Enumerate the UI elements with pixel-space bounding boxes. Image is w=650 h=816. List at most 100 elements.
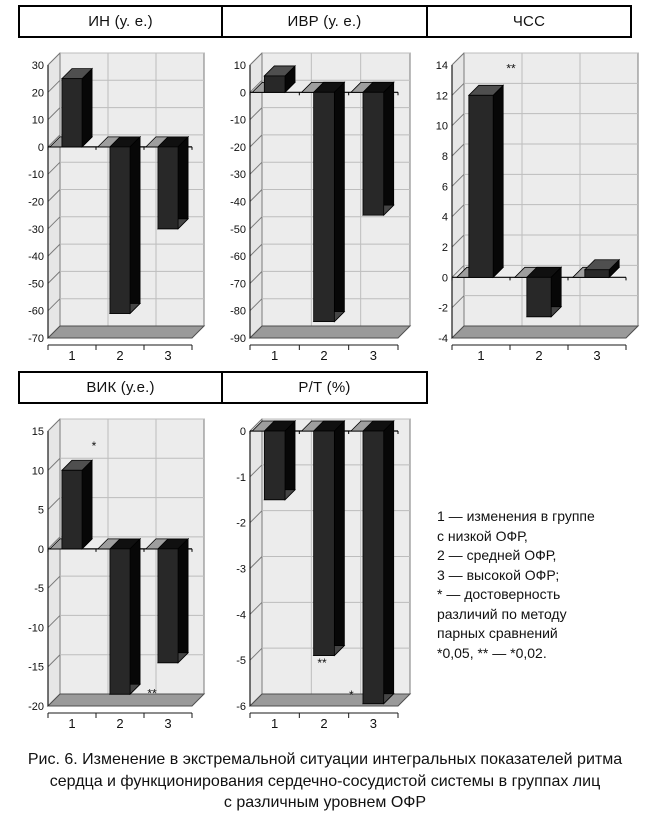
y-tick-label: -30 <box>230 169 246 181</box>
y-tick-label: 30 <box>32 60 44 72</box>
y-tick-label: 12 <box>436 90 448 102</box>
panel-title-vik: ВИК (у.е.) <box>18 371 223 404</box>
y-tick-label: 6 <box>442 181 448 193</box>
x-category-label: 3 <box>164 348 171 363</box>
bar-chart-canvas: -6-5-4-3-2-101 2 3*** <box>236 418 412 731</box>
y-tick-label: 0 <box>442 272 448 284</box>
legend-line: 2 — средней ОФР, <box>437 547 557 563</box>
y-tick-label: -80 <box>230 306 246 318</box>
y-tick-label: -10 <box>230 115 246 127</box>
y-tick-label: 0 <box>38 544 44 556</box>
significance-marker: * <box>92 439 97 453</box>
y-tick-label: -70 <box>28 333 44 345</box>
y-tick-label: -50 <box>230 224 246 236</box>
legend-line: * — достоверность <box>437 586 561 602</box>
chart-in: -70 -60 -50 -40 -30 -20 -10 0 10 20 30 1 2 3 <box>20 44 212 369</box>
x-category-label: 1 <box>68 348 75 363</box>
panel-title-in: ИН (у. е.) <box>18 5 223 38</box>
y-tick-label: -20 <box>28 197 44 209</box>
bar-cat-1 <box>251 64 296 94</box>
y-tick-label: 8 <box>442 151 448 163</box>
legend-line: различий по методу <box>437 605 567 622</box>
y-tick-label: 5 <box>38 505 44 517</box>
x-category-label: 1 <box>271 348 278 363</box>
bar-chart-canvas: -70 -60 -50 -40 -30 -20 -10 0 10 20 30 1 2 3 <box>28 52 206 363</box>
caption-line: Рис. 6. Изменение в экстремальной ситуац… <box>27 751 623 768</box>
y-tick-label: -70 <box>230 278 246 290</box>
x-category-label: 2 <box>320 348 327 363</box>
y-tick-label: -60 <box>230 251 246 263</box>
x-category-label: 1 <box>68 716 75 731</box>
y-tick-label: -50 <box>28 278 44 290</box>
legend-line: парных сравнений <box>437 625 558 641</box>
bar-cat-1 <box>251 420 296 501</box>
y-tick-label: -60 <box>28 306 44 318</box>
x-category-label: 2 <box>320 716 327 731</box>
y-tick-label: -20 <box>230 142 246 154</box>
y-tick-label: 0 <box>240 426 246 438</box>
panel-title-row-top: ИН (у. е.) ИВР (у. е.) ЧСС <box>18 5 632 38</box>
x-category-label: 3 <box>370 348 377 363</box>
y-tick-label: 10 <box>32 115 44 127</box>
chart-rt: -6 -5 -4 -3 -2 -1 0 1 2 3 ** * <box>222 410 418 737</box>
y-tick-label: -40 <box>28 251 44 263</box>
bar-chart-canvas: -90 -80 -70 -60 -50 -40 -30 -20 -10 0 10 1 2 3 <box>230 52 412 363</box>
significance-marker: ** <box>317 656 327 670</box>
legend-line: 3 — высокой ОФР; <box>437 566 560 583</box>
chart-ivr: -90 -80 -70 -60 -50 -40 -30 -20 -10 0 10 1 2 3 <box>222 44 418 369</box>
bar-cat-3 <box>350 81 395 217</box>
bar-cat-2 <box>513 266 563 318</box>
bar-cat-2 <box>300 81 346 323</box>
y-tick-label: 10 <box>32 465 44 477</box>
panel-title-ivr: ИВР (у. е.) <box>223 5 428 38</box>
x-category-label: 3 <box>164 716 171 731</box>
chart-chss: -4 -2 0 2 4 6 8 10 12 14 1 2 3 ** <box>424 44 646 369</box>
y-tick-label: 4 <box>442 212 448 224</box>
panel-title-chss: ЧСС <box>428 5 632 38</box>
y-tick-label: -4 <box>438 333 448 345</box>
x-category-label: 2 <box>116 716 123 731</box>
y-tick-label: -1 <box>236 472 246 484</box>
y-tick-label: -2 <box>438 303 448 315</box>
significance-marker: ** <box>147 686 157 700</box>
x-category-label: 1 <box>477 348 484 363</box>
chart-vik: -20 -15 -10 -5 0 5 10 15 1 2 3 * ** <box>20 410 212 737</box>
caption-line: с различным уровнем ОФР <box>223 794 427 811</box>
panel-title-rt: Р/Т (%) <box>223 371 428 404</box>
x-category-label: 3 <box>370 716 377 731</box>
y-tick-label: -40 <box>230 197 246 209</box>
x-category-label: 1 <box>271 716 278 731</box>
y-tick-label: 20 <box>32 87 44 99</box>
bar-cat-3 <box>144 537 190 664</box>
legend-text-block: 1 — изменения в группе с низкой ОФР, 2 — с… <box>437 507 642 663</box>
y-tick-label: -10 <box>28 622 44 634</box>
y-tick-label: 15 <box>32 426 44 438</box>
legend-line: 1 — изменения в группе <box>437 508 595 524</box>
x-category-label: 2 <box>116 348 123 363</box>
bar-cat-3 <box>350 420 395 705</box>
bar-cat-1 <box>48 459 94 550</box>
y-tick-label: -6 <box>236 701 246 713</box>
x-category-label: 2 <box>535 348 542 363</box>
y-tick-label: -15 <box>28 662 44 674</box>
y-tick-label: -5 <box>236 655 246 667</box>
y-tick-label: -4 <box>236 609 246 621</box>
panel-title-row-bottom: ВИК (у.е.) Р/Т (%) <box>18 371 428 404</box>
x-category-label: 3 <box>593 348 600 363</box>
bar-cat-2 <box>96 537 142 696</box>
legend-line: *0,05, ** — *0,02. <box>437 644 547 661</box>
y-tick-label: 10 <box>234 60 246 72</box>
bar-cat-1 <box>48 67 94 148</box>
bar-cat-1 <box>455 84 505 279</box>
y-tick-label: 10 <box>436 121 448 133</box>
caption-line: сердца и функционирования сердечно-сосуд… <box>49 772 601 790</box>
y-tick-label: -3 <box>236 564 246 576</box>
legend-line: с низкой ОФР, <box>437 527 528 544</box>
y-tick-label: 14 <box>436 60 448 72</box>
y-tick-label: -2 <box>236 518 246 530</box>
y-tick-label: 2 <box>442 242 448 254</box>
bar-cat-3 <box>144 135 190 230</box>
